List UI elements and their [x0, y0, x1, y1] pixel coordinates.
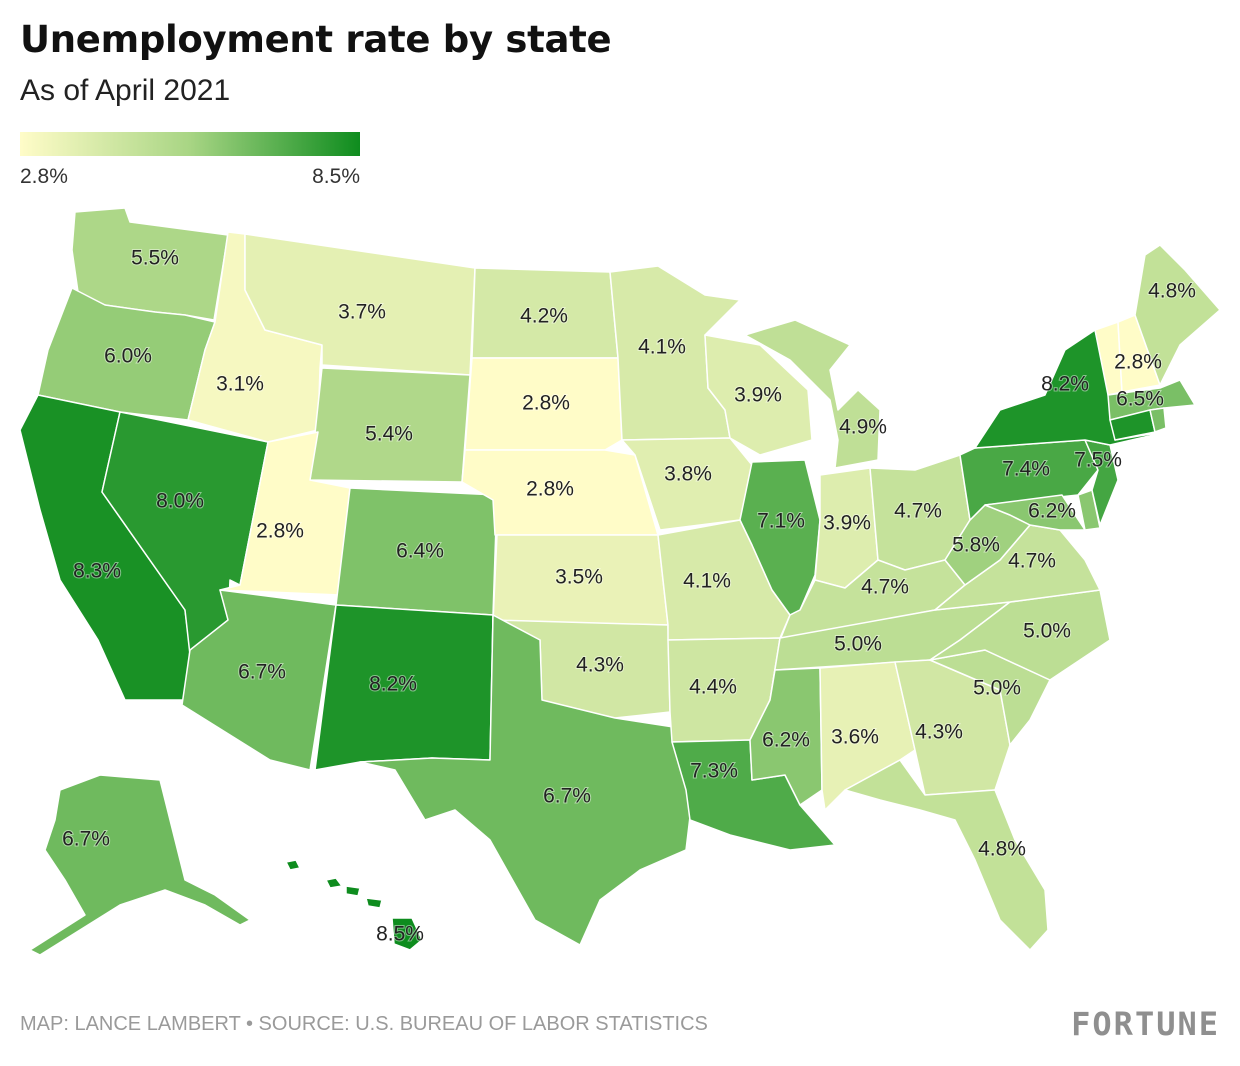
state-label-la: 7.3%: [690, 760, 738, 783]
state-label-mn: 4.1%: [638, 336, 686, 359]
state-label-nj: 7.5%: [1074, 449, 1122, 472]
state-wi: [704, 334, 813, 456]
state-mi: [744, 319, 881, 469]
state-fl: [844, 759, 1049, 951]
state-label-in: 3.9%: [823, 512, 871, 535]
state-hi-island-3: [345, 885, 361, 897]
map-subtitle: As of April 2021: [20, 74, 231, 107]
state-label-pa: 7.4%: [1002, 458, 1050, 481]
state-ms: [749, 667, 823, 806]
state-label-nc: 5.0%: [1023, 620, 1071, 643]
state-label-il: 7.1%: [757, 510, 805, 533]
state-label-ca: 8.3%: [73, 560, 121, 583]
state-label-wi: 3.9%: [734, 384, 782, 407]
state-label-mt: 3.7%: [338, 301, 386, 324]
state-label-ny: 8.2%: [1041, 373, 1089, 396]
state-de: [1077, 489, 1101, 531]
state-label-tn: 5.0%: [834, 633, 882, 656]
state-label-ks: 3.5%: [555, 566, 603, 589]
state-az: [181, 589, 337, 771]
state-label-nd: 4.2%: [520, 305, 568, 328]
state-label-wa: 5.5%: [131, 247, 179, 270]
state-label-ak: 6.7%: [62, 828, 110, 851]
state-label-sc: 5.0%: [973, 677, 1021, 700]
legend-min-label: 2.8%: [20, 165, 68, 188]
state-label-md: 6.2%: [1028, 500, 1076, 523]
state-tx: [359, 614, 693, 946]
state-label-id: 3.1%: [216, 373, 264, 396]
color-legend: 2.8% 8.5%: [20, 132, 360, 188]
state-label-az: 6.7%: [238, 661, 286, 684]
state-label-hi: 8.5%: [376, 923, 424, 946]
state-hi-island-1: [285, 859, 301, 871]
state-label-ne: 2.8%: [526, 478, 574, 501]
state-nc: [929, 589, 1111, 681]
state-md: [984, 494, 1086, 531]
state-label-ga: 4.3%: [915, 721, 963, 744]
state-me: [1134, 244, 1221, 386]
map-title: Unemployment rate by state: [20, 18, 612, 61]
state-label-nm: 8.2%: [369, 673, 417, 696]
state-label-ky: 4.7%: [861, 576, 909, 599]
state-value-labels: 5.5% 6.0% 8.3% 8.0% 3.1% 3.7% 5.4% 2.8% 6.4% 6.7%…: [61, 246, 1197, 947]
state-label-ok: 4.3%: [576, 654, 624, 677]
state-label-va: 4.7%: [1008, 550, 1056, 573]
state-label-oh: 4.7%: [894, 500, 942, 523]
state-label-nh: 2.8%: [1114, 351, 1162, 374]
state-label-tx: 6.7%: [543, 785, 591, 808]
state-label-wv: 5.8%: [952, 534, 1000, 557]
state-label-nv: 8.0%: [156, 490, 204, 513]
state-label-ar: 4.4%: [689, 676, 737, 699]
legend-max-label: 8.5%: [312, 165, 360, 188]
state-shapes: [19, 207, 1221, 956]
state-hi-island-4: [365, 897, 383, 909]
state-label-al: 3.6%: [831, 726, 879, 749]
state-label-mo: 4.1%: [683, 570, 731, 593]
state-label-ma: 6.5%: [1116, 388, 1164, 411]
state-sd: [464, 357, 623, 451]
source-credit: MAP: LANCE LAMBERT • SOURCE: U.S. BUREAU…: [20, 1013, 708, 1035]
state-label-sd: 2.8%: [522, 392, 570, 415]
fortune-logo: FORTUNE: [1071, 1005, 1220, 1043]
state-label-wy: 5.4%: [365, 423, 413, 446]
legend-gradient-bar: [20, 132, 360, 156]
state-label-ms: 6.2%: [762, 729, 810, 752]
state-label-fl: 4.8%: [978, 838, 1026, 861]
state-label-me: 4.8%: [1148, 280, 1196, 303]
state-ri: [1149, 407, 1167, 433]
state-label-or: 6.0%: [104, 345, 152, 368]
state-label-co: 6.4%: [396, 540, 444, 563]
state-label-mi: 4.9%: [839, 416, 887, 439]
state-hi-island-2: [325, 877, 343, 889]
state-label-ut: 2.8%: [256, 520, 304, 543]
state-label-ia: 3.8%: [664, 463, 712, 486]
state-hi: [391, 917, 423, 951]
state-ak: [29, 774, 251, 956]
